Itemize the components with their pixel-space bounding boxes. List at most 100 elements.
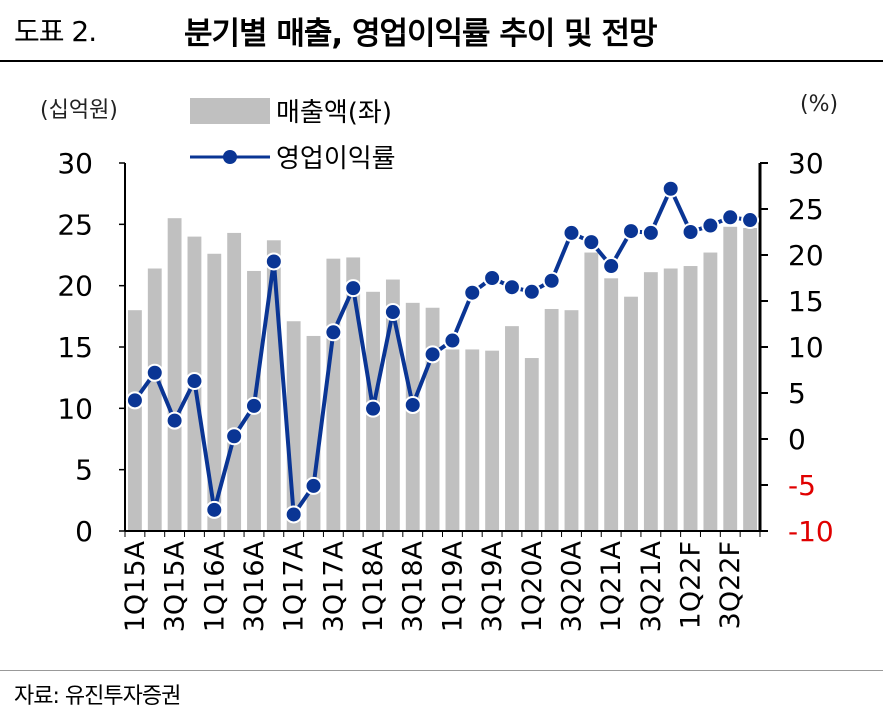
line-point bbox=[641, 223, 660, 242]
x-tick-label: 1Q18A bbox=[358, 540, 389, 632]
legend-bar: 매출액(좌) bbox=[190, 92, 392, 129]
x-tick-label: 3Q18A bbox=[398, 540, 429, 632]
line-point bbox=[205, 500, 224, 519]
line-point bbox=[562, 223, 581, 242]
legend-line-label: 영업이익률 bbox=[276, 144, 396, 174]
left-tick-label: 0 bbox=[75, 515, 93, 548]
bar bbox=[346, 257, 361, 531]
chart-title: 분기별 매출, 영업이익률 추이 및 전망 bbox=[184, 16, 658, 52]
x-tick-label: 3Q22F bbox=[715, 541, 746, 629]
bar bbox=[385, 279, 400, 531]
right-tick-label: 25 bbox=[788, 193, 824, 226]
bar bbox=[643, 272, 658, 531]
bar bbox=[207, 253, 222, 532]
x-tick-label: 1Q20A bbox=[517, 540, 548, 632]
x-tick-label: 3Q17A bbox=[318, 540, 349, 632]
bar bbox=[683, 266, 698, 531]
bar bbox=[505, 326, 519, 531]
bar-swatch-icon bbox=[190, 97, 270, 124]
right-tick-label: 15 bbox=[788, 285, 824, 318]
line-point bbox=[463, 283, 482, 302]
x-tick-label: 1Q22F bbox=[676, 541, 707, 629]
line-point bbox=[403, 395, 422, 414]
x-tick-label: 1Q16A bbox=[199, 540, 230, 632]
left-axis-unit: (십억원) bbox=[40, 98, 118, 123]
legend-line: 영업이익률 bbox=[190, 138, 396, 175]
x-tick-label: 1Q17A bbox=[279, 540, 310, 632]
line-point bbox=[165, 411, 184, 430]
title-bar: 도표 2. 분기별 매출, 영업이익률 추이 및 전망 bbox=[0, 0, 883, 62]
legend-bar-label: 매출액(좌) bbox=[276, 98, 392, 128]
line-point bbox=[582, 233, 601, 252]
line-point bbox=[602, 257, 621, 276]
x-tick-label: 1Q19A bbox=[437, 540, 468, 632]
bar bbox=[604, 278, 619, 531]
bar bbox=[584, 252, 599, 531]
bar bbox=[227, 232, 242, 532]
left-tick-label: 10 bbox=[57, 392, 93, 425]
x-tick-label: 3Q19A bbox=[477, 540, 508, 632]
line-point bbox=[225, 427, 244, 446]
bar bbox=[723, 226, 738, 531]
line-point bbox=[661, 179, 680, 198]
bar bbox=[147, 268, 162, 531]
x-tick-label: 1Q15A bbox=[120, 540, 151, 632]
source-note: 자료: 유진투자증권 bbox=[14, 684, 181, 709]
line-point bbox=[622, 222, 641, 241]
bar bbox=[544, 308, 559, 531]
line-point bbox=[522, 282, 541, 301]
bar bbox=[564, 310, 579, 531]
bar bbox=[445, 349, 460, 531]
right-tick-label: 0 bbox=[788, 423, 806, 456]
bar bbox=[743, 228, 757, 531]
line-point bbox=[324, 323, 343, 342]
x-tick-label: 3Q21A bbox=[636, 540, 667, 632]
left-tick-label: 20 bbox=[57, 270, 93, 303]
line-point bbox=[542, 271, 561, 290]
left-tick-label: 25 bbox=[57, 208, 93, 241]
bar bbox=[663, 268, 678, 531]
right-tick-label: 10 bbox=[788, 331, 824, 364]
line-point bbox=[502, 278, 521, 297]
line-point bbox=[364, 399, 383, 418]
left-tick-label: 15 bbox=[57, 331, 93, 364]
bar bbox=[465, 349, 480, 531]
line-point bbox=[701, 216, 720, 235]
line-point bbox=[721, 208, 740, 227]
line-point bbox=[145, 363, 164, 382]
right-tick-label: 20 bbox=[788, 239, 824, 272]
line-swatch-icon bbox=[190, 149, 270, 164]
line-point bbox=[681, 223, 700, 241]
figure-number: 도표 2. bbox=[14, 15, 97, 48]
bar bbox=[624, 296, 638, 531]
line-point bbox=[344, 279, 363, 298]
divider bbox=[0, 670, 883, 671]
bar bbox=[128, 310, 142, 531]
line-point bbox=[383, 303, 402, 322]
line-point bbox=[125, 391, 144, 410]
right-axis-unit: (%) bbox=[800, 92, 839, 117]
line-point bbox=[483, 269, 502, 287]
left-tick-label: 30 bbox=[57, 147, 93, 180]
x-tick-label: 3Q15A bbox=[160, 540, 191, 632]
line-point bbox=[423, 345, 442, 364]
x-tick-label: 3Q16A bbox=[239, 540, 270, 632]
bar bbox=[405, 302, 420, 531]
bar bbox=[167, 218, 182, 531]
right-tick-label: 5 bbox=[788, 377, 806, 410]
left-tick-label: 5 bbox=[75, 454, 93, 487]
line-point bbox=[304, 476, 323, 495]
x-tick-label: 3Q20A bbox=[556, 540, 587, 632]
line-point bbox=[244, 396, 263, 415]
chart-canvas: 0 5 10 15 20 25 30 -10 -5 0 5 10 15 20 25 30 1Q15A 3Q15A 1… bbox=[57, 147, 834, 632]
bar bbox=[425, 307, 440, 531]
x-tick-label: 1Q21A bbox=[596, 540, 627, 632]
bar bbox=[326, 258, 341, 531]
right-tick-label: -10 bbox=[788, 515, 834, 548]
right-tick-label: 30 bbox=[788, 147, 824, 180]
line-point bbox=[185, 372, 204, 391]
line-point bbox=[741, 211, 760, 230]
line-point bbox=[284, 505, 303, 524]
line-point bbox=[443, 331, 462, 350]
bar bbox=[524, 358, 539, 531]
